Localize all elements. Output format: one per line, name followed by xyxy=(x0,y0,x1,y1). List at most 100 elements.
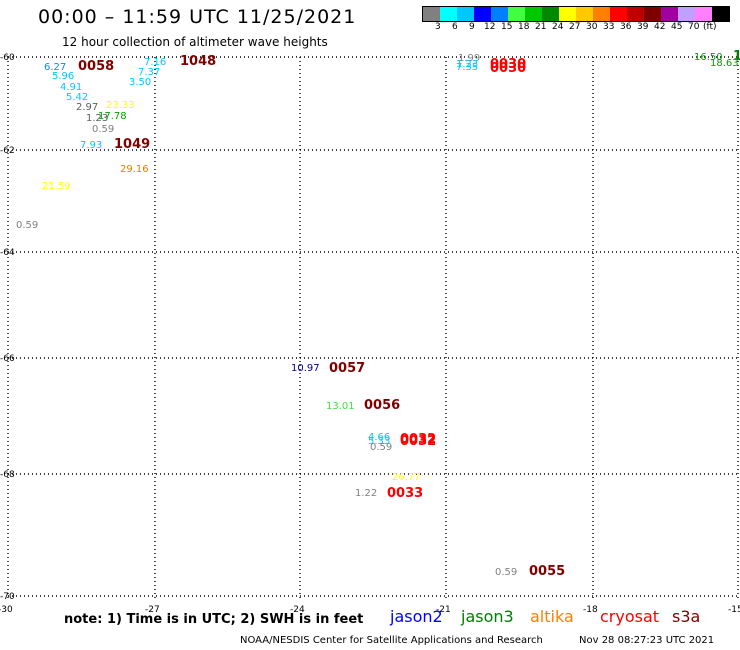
generated-timestamp: Nov 28 08:27:23 UTC 2021 xyxy=(579,635,715,646)
color-legend-label: 27 xyxy=(569,22,581,32)
wave-height-label: 0.59 xyxy=(92,124,114,135)
color-legend-bar xyxy=(422,6,730,22)
wave-height-label: 18.63 xyxy=(710,58,739,69)
color-legend-label: 33 xyxy=(603,22,615,32)
wave-height-label: 0030 xyxy=(490,61,526,76)
satellite-legend-s3a: s3a xyxy=(672,607,701,626)
wave-height-label: 0057 xyxy=(329,361,365,376)
credit-line: NOAA/NESDIS Center for Satellite Applica… xyxy=(240,635,543,646)
color-swatch xyxy=(712,7,729,21)
wave-height-label: 0058 xyxy=(78,59,114,74)
color-legend-label: 6 xyxy=(452,22,458,32)
wave-height-label: 0032 xyxy=(400,432,436,447)
color-legend-label: (ft) xyxy=(703,22,717,32)
color-legend-label: 39 xyxy=(637,22,649,32)
latitude-tick-label: -60 xyxy=(0,53,15,63)
color-swatch xyxy=(610,7,627,21)
wave-height-label: 7.16 xyxy=(144,57,166,68)
color-swatch xyxy=(678,7,695,21)
satellite-legend-jason2: jason2 xyxy=(390,607,443,626)
wave-height-label: 1048 xyxy=(180,54,216,69)
longitude-tick-label: -24 xyxy=(290,605,305,615)
color-swatch xyxy=(508,7,525,21)
wave-height-label: 7.35 xyxy=(456,62,478,73)
wave-height-label: 4.91 xyxy=(60,82,82,93)
color-legend-label: 70 xyxy=(688,22,700,32)
wave-height-label: 3.50 xyxy=(129,77,151,88)
color-legend-label: 24 xyxy=(552,22,564,32)
wave-height-label: 21.59 xyxy=(42,181,71,192)
wave-height-label: 1.99 xyxy=(458,53,480,64)
wave-height-label: 23.33 xyxy=(106,100,135,111)
wave-height-label: 5.42 xyxy=(66,92,88,103)
wave-height-label: 6.27 xyxy=(44,62,66,73)
wave-height-label: 10.97 xyxy=(291,363,320,374)
graticule xyxy=(7,56,739,600)
color-legend-label: 36 xyxy=(620,22,632,32)
wave-height-label: 1.22 xyxy=(355,488,377,499)
color-swatch xyxy=(423,7,440,21)
wave-height-label: 26.77 xyxy=(392,472,421,483)
color-legend-label: 21 xyxy=(535,22,547,32)
color-legend-label: 45 xyxy=(671,22,683,32)
color-legend-label: 3 xyxy=(435,22,441,32)
color-swatch xyxy=(525,7,542,21)
footer-note: note: 1) Time is in UTC; 2) SWH is in fe… xyxy=(64,612,364,627)
longitude-tick-label: -15 xyxy=(728,605,740,615)
wave-height-label: 0.59 xyxy=(370,442,392,453)
wave-height-label: 7.93 xyxy=(80,140,102,151)
satellite-legend-jason3: jason3 xyxy=(461,607,514,626)
wave-height-label: 7.37 xyxy=(138,67,160,78)
latitude-tick-label: -68 xyxy=(0,470,15,480)
longitude-tick-label: -21 xyxy=(436,605,451,615)
wave-height-label: 13.01 xyxy=(326,401,355,412)
wave-height-label: 29.16 xyxy=(120,164,149,175)
wave-height-labels: 6.27 0058 7.16 1048 5.96 7.373.50 4.915.422.97… xyxy=(16,49,740,579)
satellite-legend-cryosat: cryosat xyxy=(600,607,660,626)
wave-height-label: 0.59 xyxy=(16,220,38,231)
page-subtitle: 12 hour collection of altimeter wave hei… xyxy=(62,35,328,49)
wave-height-label: 0030 xyxy=(490,57,526,72)
wave-height-label: 1.23 xyxy=(456,59,478,70)
longitude-tick-label: -18 xyxy=(583,605,598,615)
color-swatch xyxy=(474,7,491,21)
color-swatch xyxy=(644,7,661,21)
page-title: 00:00 – 11:59 UTC 11/25/2021 xyxy=(38,6,357,28)
latitude-tick-label: -62 xyxy=(0,146,15,156)
color-swatch xyxy=(559,7,576,21)
color-swatch xyxy=(491,7,508,21)
wave-height-label: 16.50 xyxy=(694,52,723,63)
color-swatch xyxy=(457,7,474,21)
wave-height-label: 17.78 xyxy=(98,111,127,122)
color-legend-label: 30 xyxy=(586,22,598,32)
color-swatch xyxy=(576,7,593,21)
wave-height-label: 1 xyxy=(733,49,740,64)
wave-height-label: 4.66 xyxy=(368,432,390,443)
wave-height-label: 2.97 xyxy=(76,102,98,113)
color-legend-label: 18 xyxy=(518,22,530,32)
latitude-tick-label: -66 xyxy=(0,354,15,364)
satellite-legend-altika: altika xyxy=(530,607,574,626)
longitude-tick-label: -30 xyxy=(0,605,13,615)
color-legend-label: 9 xyxy=(469,22,475,32)
color-legend-label: 12 xyxy=(484,22,496,32)
color-swatch xyxy=(440,7,457,21)
axis-ticks: -60 -62 -64 -66 -68 -70 -30 -27 -24 -21 -18 -15 xyxy=(0,53,740,615)
color-legend-label: 15 xyxy=(501,22,513,32)
wave-height-label: 0033 xyxy=(387,486,423,501)
wave-height-label: 0032 xyxy=(400,434,436,449)
wave-height-label: 0056 xyxy=(364,398,400,413)
color-swatch xyxy=(661,7,678,21)
color-legend-labels: 3 6 9 12 15 18 21 24 27 30 33 36 39 42 45 70 (ft) xyxy=(422,22,740,34)
color-swatch xyxy=(695,7,712,21)
wave-height-label: 1049 xyxy=(114,137,150,152)
wave-height-label: 0.59 xyxy=(495,567,517,578)
wave-height-label: 5.33 xyxy=(368,436,390,447)
color-swatch xyxy=(542,7,559,21)
latitude-tick-label: -70 xyxy=(0,592,15,602)
color-swatch xyxy=(627,7,644,21)
longitude-tick-label: -27 xyxy=(145,605,160,615)
wave-height-label: 1.23 xyxy=(86,113,108,124)
wave-height-label: 5.96 xyxy=(52,71,74,82)
